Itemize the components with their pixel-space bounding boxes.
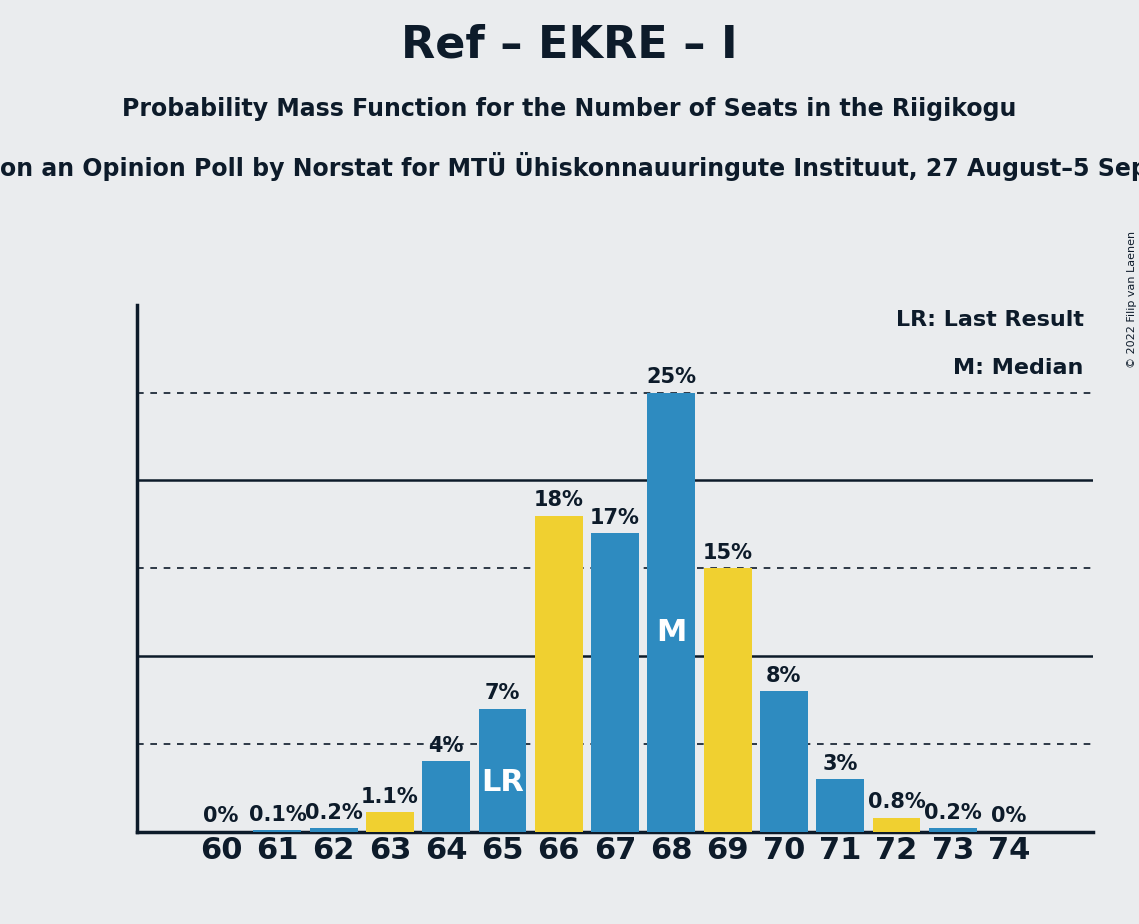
- Text: 7%: 7%: [485, 684, 521, 703]
- Text: 25%: 25%: [646, 368, 696, 387]
- Text: Ref – EKRE – I: Ref – EKRE – I: [401, 23, 738, 67]
- Bar: [423, 761, 470, 832]
- Text: 0.8%: 0.8%: [868, 792, 925, 812]
- Text: 8%: 8%: [767, 666, 802, 686]
- Bar: [254, 830, 302, 832]
- Text: 4%: 4%: [428, 736, 464, 756]
- Bar: [760, 691, 808, 832]
- Text: LR: LR: [481, 768, 524, 796]
- Text: Probability Mass Function for the Number of Seats in the Riigikogu: Probability Mass Function for the Number…: [122, 97, 1017, 121]
- Text: 15%: 15%: [703, 543, 753, 563]
- Bar: [704, 568, 752, 832]
- Bar: [535, 516, 583, 832]
- Text: 0%: 0%: [204, 807, 239, 826]
- Bar: [591, 533, 639, 832]
- Text: 1.1%: 1.1%: [361, 787, 419, 807]
- Text: 0.2%: 0.2%: [305, 803, 362, 822]
- Bar: [366, 812, 413, 832]
- Text: LR: Last Result: LR: Last Result: [896, 310, 1084, 330]
- Bar: [310, 828, 358, 832]
- Bar: [872, 818, 920, 832]
- Text: 0.1%: 0.1%: [248, 805, 306, 824]
- Bar: [647, 393, 695, 832]
- Text: 3%: 3%: [822, 754, 858, 773]
- Text: 0%: 0%: [991, 807, 1026, 826]
- Text: M: Median: M: Median: [953, 358, 1084, 378]
- Bar: [478, 709, 526, 832]
- Bar: [928, 828, 976, 832]
- Text: 17%: 17%: [590, 508, 640, 528]
- Text: M: M: [656, 617, 687, 647]
- Bar: [817, 779, 865, 832]
- Text: on an Opinion Poll by Norstat for MTÜ Ühiskonnauuringute Instituut, 27 August–5 : on an Opinion Poll by Norstat for MTÜ Üh…: [0, 152, 1139, 181]
- Text: 18%: 18%: [534, 491, 583, 510]
- Text: © 2022 Filip van Laenen: © 2022 Filip van Laenen: [1126, 231, 1137, 368]
- Text: 0.2%: 0.2%: [924, 803, 982, 822]
